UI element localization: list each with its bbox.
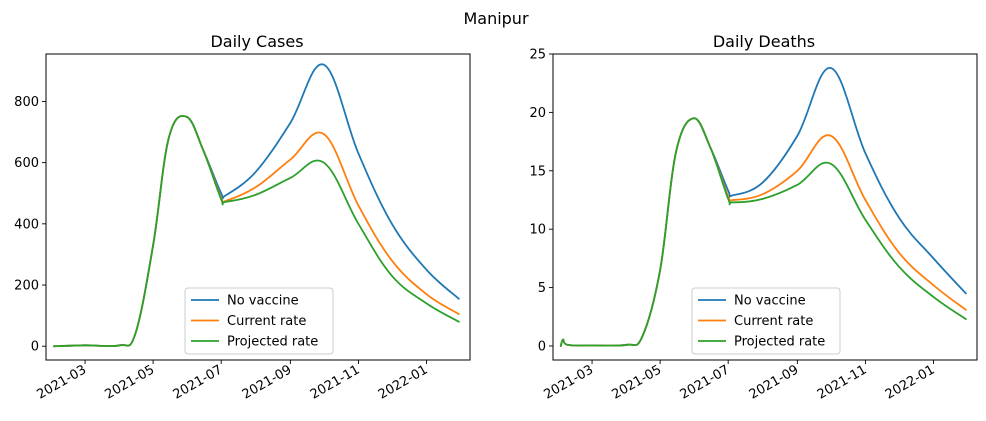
deaths-xtick-label: 2021-07 [678, 362, 733, 402]
cases-xtick-label: 2021-09 [240, 362, 295, 402]
cases-series-line-2 [52, 114, 460, 348]
deaths-series-line-2 [559, 117, 967, 347]
cases-ytick-label: 600 [14, 156, 39, 171]
cases-axes-frame [45, 53, 471, 361]
cases-xtick-label: 2021-11 [308, 362, 363, 402]
cases-ytick-label: 200 [14, 279, 39, 294]
figure-suptitle: Manipur [463, 9, 528, 28]
cases-ytick-label: 0 [31, 340, 39, 355]
cases-xtick-label: 2021-03 [35, 362, 90, 402]
deaths-ytick-label: 0 [538, 339, 546, 354]
deaths-xtick-label: 2022-01 [883, 362, 938, 402]
cases-legend-label-0: No vaccine [227, 294, 299, 309]
deaths-legend: No vaccine Current rate Projected rate [691, 287, 841, 355]
deaths-ytick-label: 15 [529, 164, 546, 179]
cases-plot-area: 0 200 400 600 800 2021-03 2021-05 2021-07 2021-0… [14, 53, 471, 403]
deaths-ytick-label: 10 [529, 223, 546, 238]
cases-legend-label-1: Current rate [227, 314, 306, 329]
deaths-plot-area: 0 5 10 15 20 25 2021-03 2021-05 2021-07 2021-09 20… [529, 48, 978, 403]
deaths-chart-title: Daily Deaths [713, 32, 815, 51]
cases-xtick-label: 2022-01 [376, 362, 431, 402]
cases-chart-title: Daily Cases [210, 32, 303, 51]
deaths-xtick-label: 2021-09 [747, 362, 802, 402]
deaths-panel: Daily Deaths 0 5 10 15 20 25 2021-03 2021-05 202… [529, 32, 978, 403]
deaths-legend-label-0: No vaccine [734, 294, 806, 309]
deaths-axes-frame [552, 53, 978, 361]
deaths-xtick-label: 2021-03 [542, 362, 597, 402]
cases-legend: No vaccine Current rate Projected rate [184, 287, 334, 355]
deaths-xtick-label: 2021-05 [610, 362, 665, 402]
deaths-ytick-label: 20 [529, 106, 546, 121]
deaths-legend-box [691, 287, 841, 355]
cases-panel: Daily Cases 0 200 400 600 800 2021-03 2021-05 2… [14, 32, 471, 403]
cases-xtick-label: 2021-07 [171, 362, 226, 402]
cases-ytick-label: 400 [14, 217, 39, 232]
cases-legend-label-2: Projected rate [227, 335, 318, 350]
deaths-ytick-label: 5 [538, 281, 546, 296]
deaths-legend-label-1: Current rate [734, 314, 813, 329]
deaths-legend-label-2: Projected rate [734, 335, 825, 350]
cases-xtick-label: 2021-05 [103, 362, 158, 402]
cases-ytick-label: 800 [14, 95, 39, 110]
cases-legend-box [184, 287, 334, 355]
deaths-ytick-label: 25 [529, 48, 546, 63]
deaths-xtick-label: 2021-11 [815, 362, 870, 402]
